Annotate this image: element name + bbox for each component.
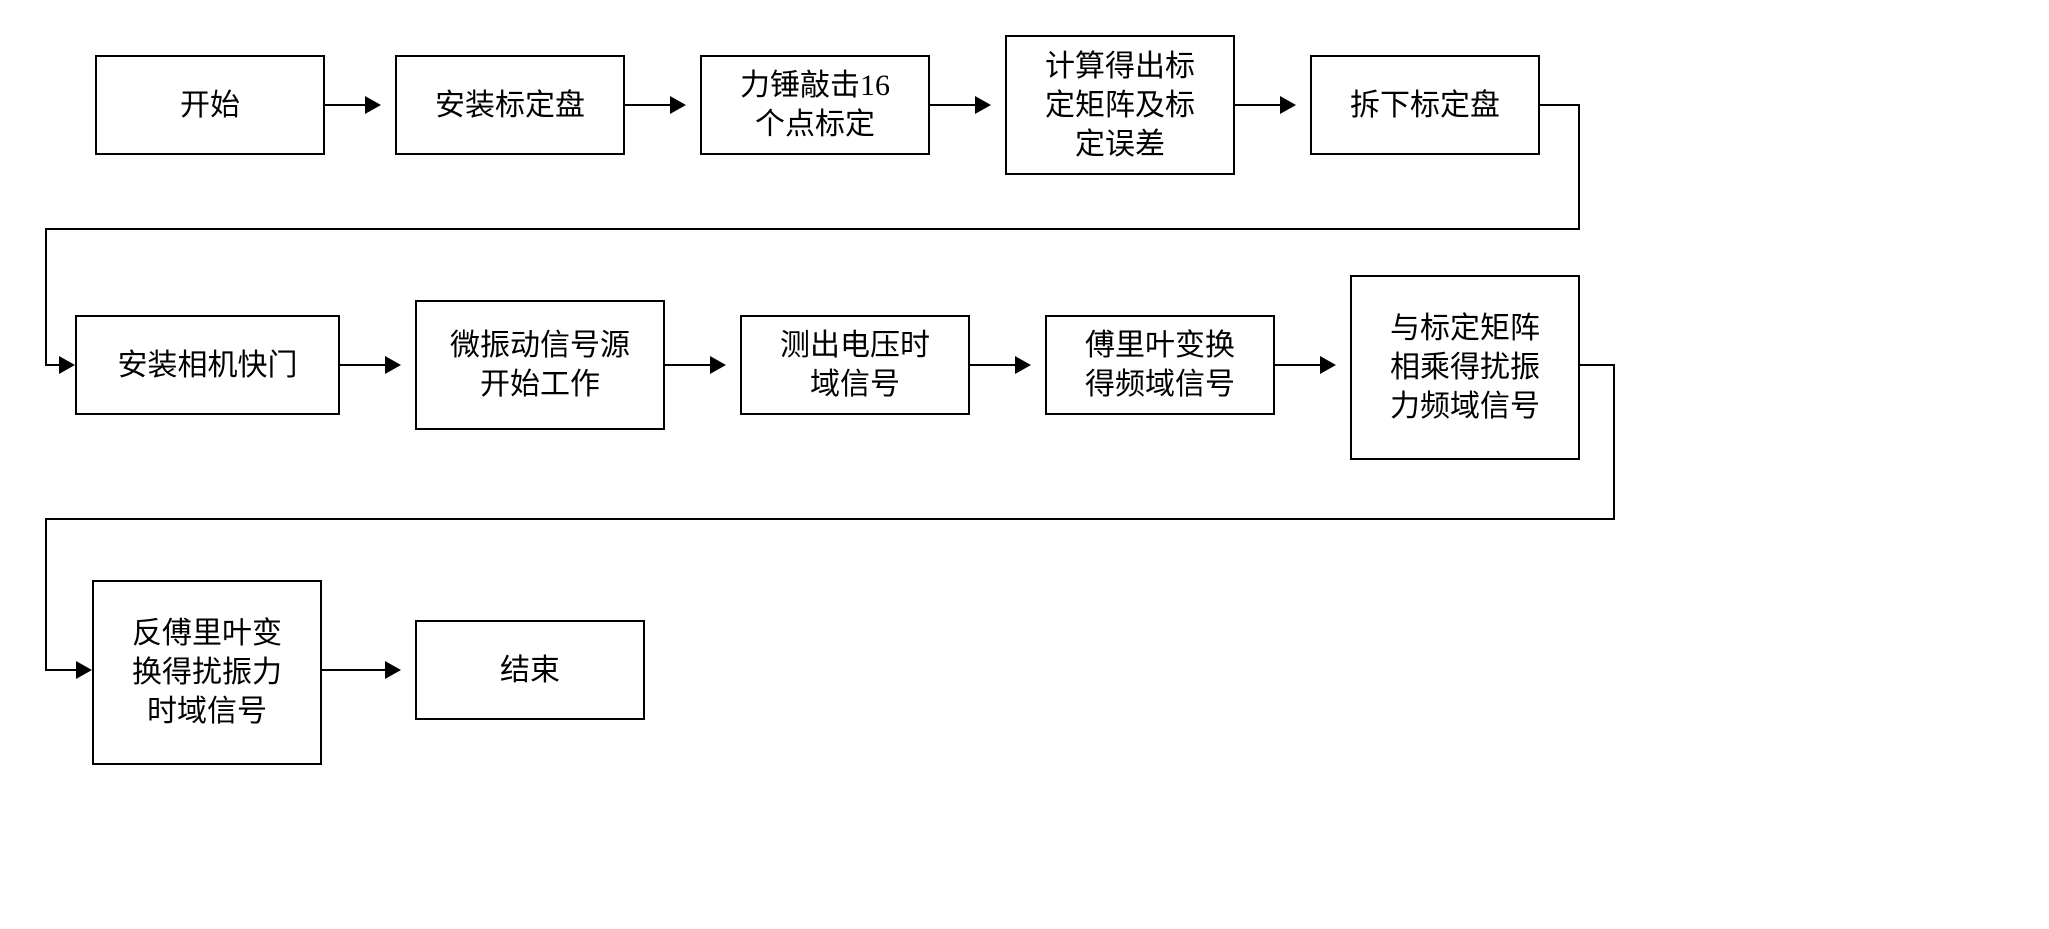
node-label: 安装标定盘 <box>435 86 585 125</box>
node-multiply-matrix: 与标定矩阵相乘得扰振力频域信号 <box>1350 275 1580 460</box>
arrow-head <box>59 356 75 374</box>
arrow <box>970 364 1029 366</box>
connector <box>45 228 1580 230</box>
arrow <box>322 669 399 671</box>
arrow <box>665 364 724 366</box>
node-label: 开始 <box>180 86 240 125</box>
connector <box>1580 364 1615 366</box>
node-label: 微振动信号源开始工作 <box>450 326 630 404</box>
node-fourier: 傅里叶变换得频域信号 <box>1045 315 1275 415</box>
arrow <box>625 104 684 106</box>
node-vibration-source: 微振动信号源开始工作 <box>415 300 665 430</box>
node-install-shutter: 安装相机快门 <box>75 315 340 415</box>
node-label: 拆下标定盘 <box>1350 86 1500 125</box>
arrow <box>340 364 399 366</box>
connector <box>1540 104 1580 106</box>
node-start: 开始 <box>95 55 325 155</box>
node-end: 结束 <box>415 620 645 720</box>
node-label: 测出电压时域信号 <box>780 326 930 404</box>
node-label: 计算得出标定矩阵及标定误差 <box>1045 47 1195 164</box>
arrow <box>325 104 379 106</box>
node-measure-voltage: 测出电压时域信号 <box>740 315 970 415</box>
arrow <box>930 104 989 106</box>
connector <box>45 228 47 365</box>
connector <box>1613 364 1615 520</box>
node-calc-matrix: 计算得出标定矩阵及标定误差 <box>1005 35 1235 175</box>
node-label: 力锤敲击16个点标定 <box>740 66 890 144</box>
arrow <box>1275 364 1334 366</box>
node-label: 安装相机快门 <box>118 346 298 385</box>
node-hammer-16pts: 力锤敲击16个点标定 <box>700 55 930 155</box>
connector <box>45 518 1615 520</box>
arrow-head <box>76 661 92 679</box>
node-remove-cal-disk: 拆下标定盘 <box>1310 55 1540 155</box>
node-label: 结束 <box>500 651 560 690</box>
node-inverse-fourier: 反傅里叶变换得扰振力时域信号 <box>92 580 322 765</box>
connector <box>45 518 47 670</box>
flowchart-container: 开始 安装标定盘 力锤敲击16个点标定 计算得出标定矩阵及标定误差 拆下标定盘 … <box>20 20 2049 909</box>
node-label: 与标定矩阵相乘得扰振力频域信号 <box>1390 309 1540 426</box>
arrow <box>1235 104 1294 106</box>
connector <box>45 669 76 671</box>
node-label: 反傅里叶变换得扰振力时域信号 <box>132 614 282 731</box>
node-install-cal-disk: 安装标定盘 <box>395 55 625 155</box>
connector <box>1578 104 1580 230</box>
connector <box>45 364 59 366</box>
node-label: 傅里叶变换得频域信号 <box>1085 326 1235 404</box>
